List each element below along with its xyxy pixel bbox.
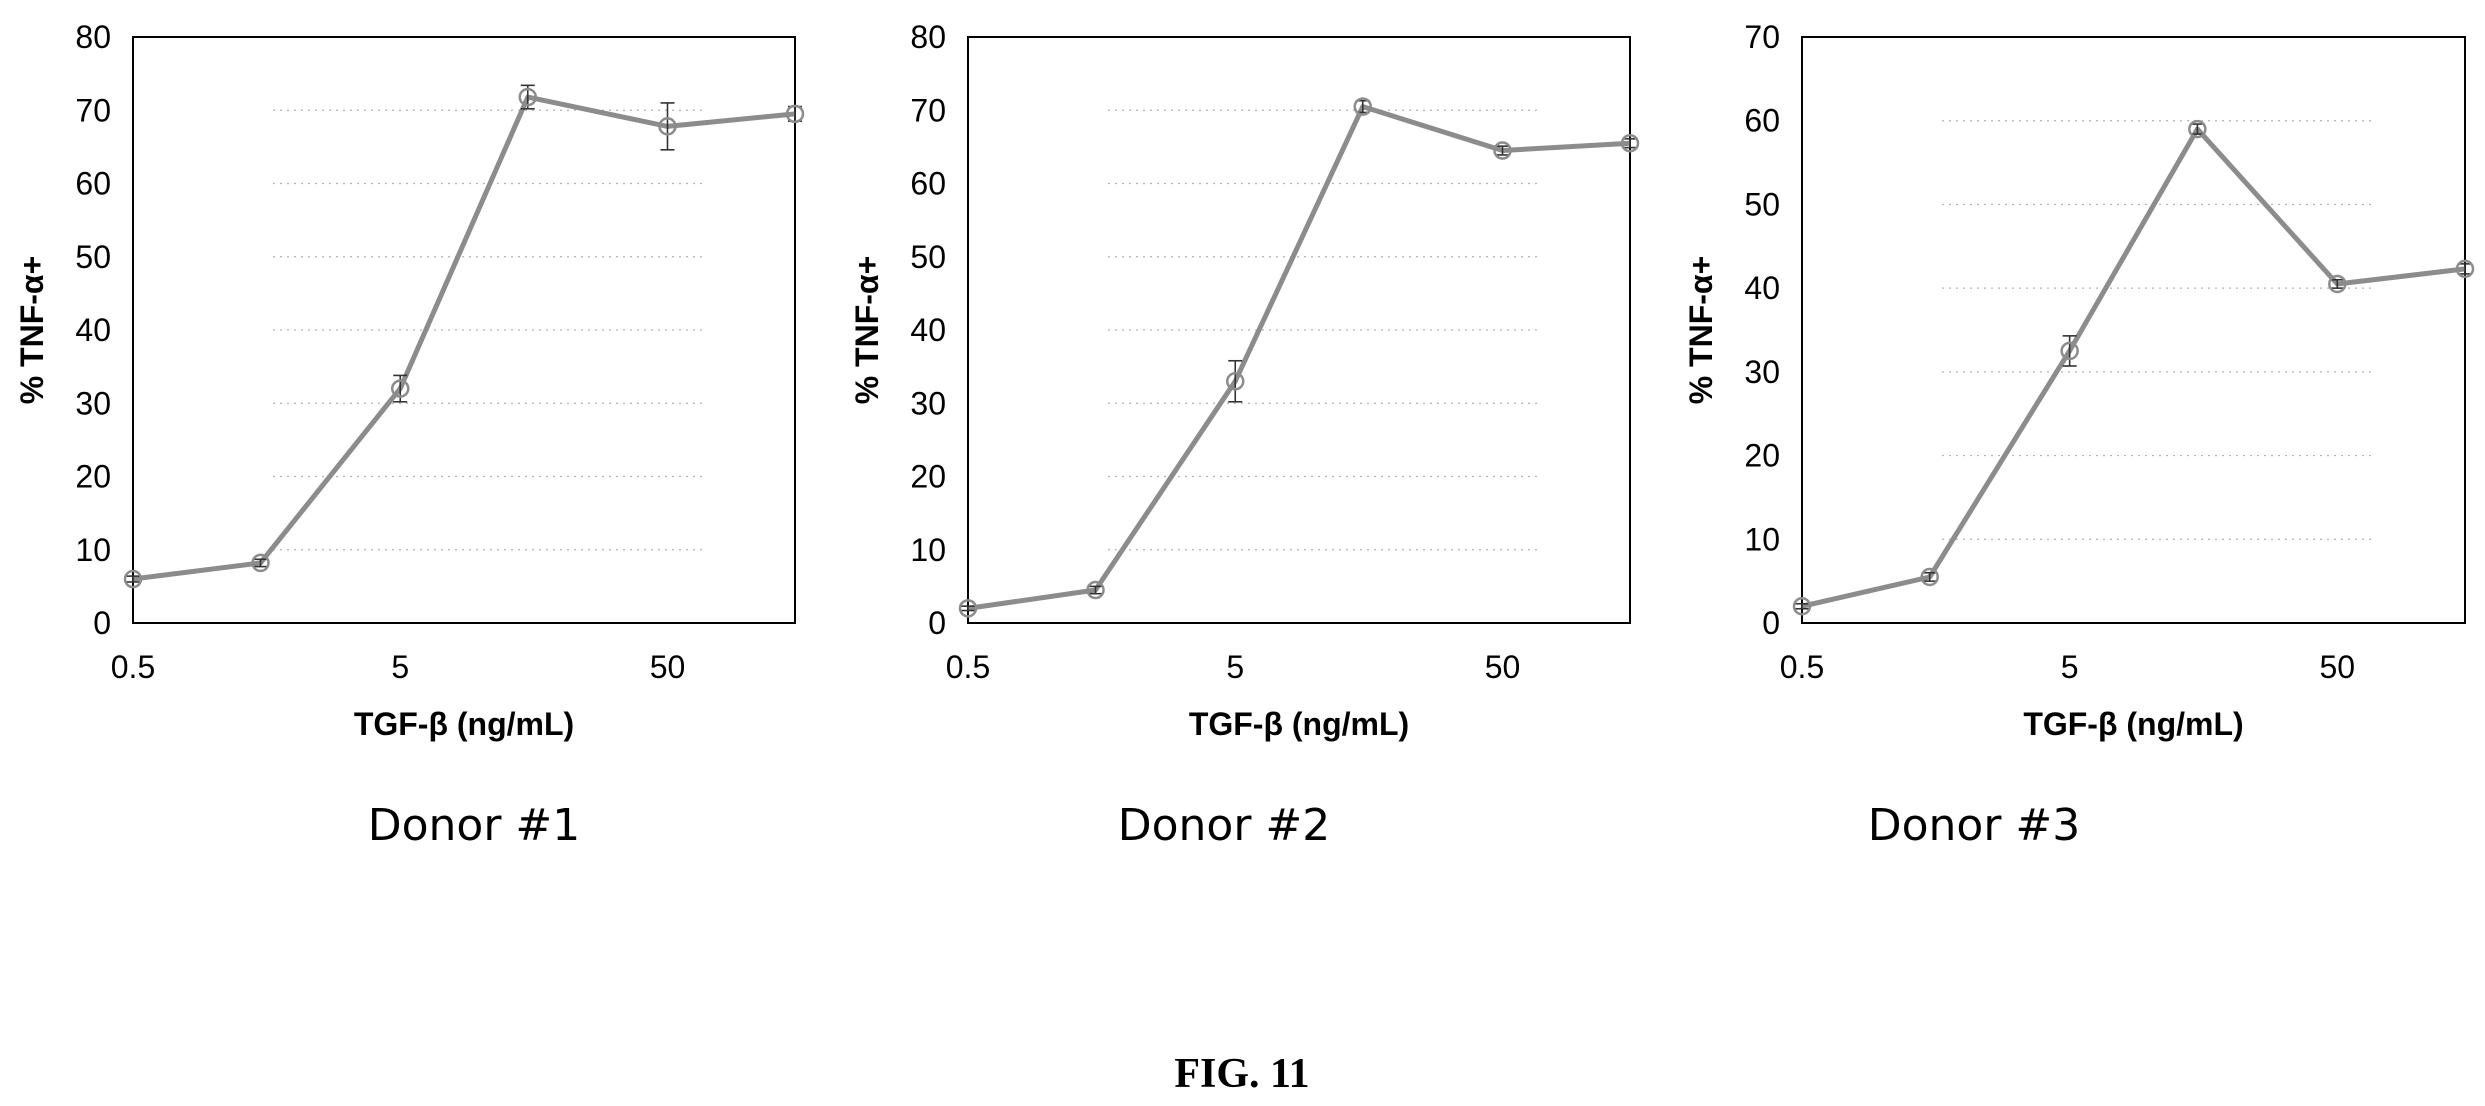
- x-axis-label: TGF-β (ng/mL): [354, 706, 574, 742]
- y-tick-label: 50: [75, 239, 111, 275]
- data-point: [958, 599, 978, 618]
- data-point: [1493, 141, 1512, 160]
- error-bar: [1228, 359, 1243, 403]
- chart-caption: Donor #2: [1118, 800, 1331, 851]
- data-point: [123, 569, 143, 589]
- error-bar: [253, 558, 268, 568]
- y-tick-label: 0: [928, 605, 946, 641]
- y-tick-label: 60: [1744, 103, 1780, 139]
- x-tick-label: 50: [650, 649, 686, 685]
- data-point: [785, 104, 805, 124]
- y-tick-label: 50: [910, 239, 946, 275]
- error-bar: [2062, 335, 2077, 367]
- data-point: [518, 87, 538, 107]
- y-axis-label: % TNF-α+: [14, 256, 50, 405]
- error-bar: [1623, 138, 1637, 149]
- y-tick-label: 50: [1744, 186, 1780, 222]
- x-tick-label: 5: [2061, 649, 2079, 685]
- data-point: [1620, 133, 1640, 153]
- data-point: [1792, 597, 1812, 616]
- x-axis-label: TGF-β (ng/mL): [1189, 706, 1409, 742]
- error-bar: [1795, 602, 1809, 610]
- y-tick-label: 0: [93, 605, 111, 641]
- y-tick-label: 80: [910, 19, 946, 55]
- data-point: [390, 379, 410, 398]
- data-point: [2188, 119, 2207, 139]
- data-point: [1086, 580, 1105, 600]
- chart-caption: Donor #1: [368, 800, 581, 851]
- data-point: [1353, 97, 1373, 116]
- y-tick-label: 80: [75, 19, 111, 55]
- error-bar: [1495, 145, 1510, 156]
- y-tick-label: 0: [1762, 605, 1780, 641]
- y-tick-label: 20: [1744, 438, 1780, 474]
- series-line: [132, 94, 796, 582]
- chart-caption: Donor #3: [1868, 800, 2081, 851]
- x-tick-label: 50: [2320, 649, 2356, 685]
- error-bar: [1088, 585, 1103, 595]
- error-bar: [1922, 571, 1937, 582]
- y-tick-label: 30: [1744, 354, 1780, 390]
- y-tick-label: 30: [75, 385, 111, 421]
- data-point: [1920, 567, 1939, 587]
- y-tick-label: 20: [75, 459, 111, 495]
- data-point: [251, 553, 270, 573]
- y-tick-label: 30: [910, 385, 946, 421]
- y-axis-label: % TNF-α+: [1683, 256, 1719, 405]
- series-line: [967, 104, 1631, 611]
- y-axis-label: % TNF-α+: [849, 256, 885, 405]
- error-bar: [126, 575, 140, 583]
- x-tick-label: 0.5: [111, 649, 155, 685]
- y-tick-label: 60: [910, 166, 946, 202]
- chart-panel-3: 0 10 20 30 40 50 60 70 0.5 5 50 TGF-β (ng/mL) % TNF-…: [1683, 19, 2475, 851]
- y-tick-label: 70: [75, 92, 111, 128]
- y-tick-label: 10: [910, 532, 946, 568]
- x-tick-label: 0.5: [1780, 649, 1824, 685]
- y-tick-label: 10: [75, 532, 111, 568]
- series-line: [1801, 126, 2466, 609]
- y-tick-label: 70: [1744, 19, 1780, 55]
- chart-panel-1: 0 10 20 30 40 50 60 70 80 0.5 5 50 TGF-β (ng/mL) % TN…: [14, 19, 805, 851]
- plot-area: [1801, 36, 2466, 624]
- y-tick-label: 40: [75, 312, 111, 348]
- data-point: [658, 117, 677, 136]
- y-tick-label: 60: [75, 166, 111, 202]
- error-bar: [961, 605, 975, 612]
- x-tick-label: 5: [1226, 649, 1244, 685]
- x-tick-label: 0.5: [946, 649, 990, 685]
- error-bar: [660, 102, 675, 151]
- x-axis-label: TGF-β (ng/mL): [2023, 706, 2243, 742]
- y-tick-label: 40: [910, 312, 946, 348]
- y-tick-label: 10: [1744, 521, 1780, 557]
- data-point: [2060, 341, 2079, 361]
- y-tick-label: 40: [1744, 270, 1780, 306]
- chart-panel-2: 0 10 20 30 40 50 60 70 80 0.5 5 50 TGF-β (ng/mL) % TN…: [849, 19, 1640, 851]
- data-point: [2455, 259, 2475, 279]
- error-bar: [2330, 278, 2345, 289]
- y-tick-label: 70: [910, 92, 946, 128]
- y-tick-label: 20: [910, 459, 946, 495]
- x-tick-label: 5: [391, 649, 409, 685]
- figure-label: FIG. 11: [1174, 1051, 1309, 1097]
- x-tick-label: 50: [1485, 649, 1521, 685]
- data-point: [1225, 372, 1245, 391]
- data-point: [2328, 274, 2347, 294]
